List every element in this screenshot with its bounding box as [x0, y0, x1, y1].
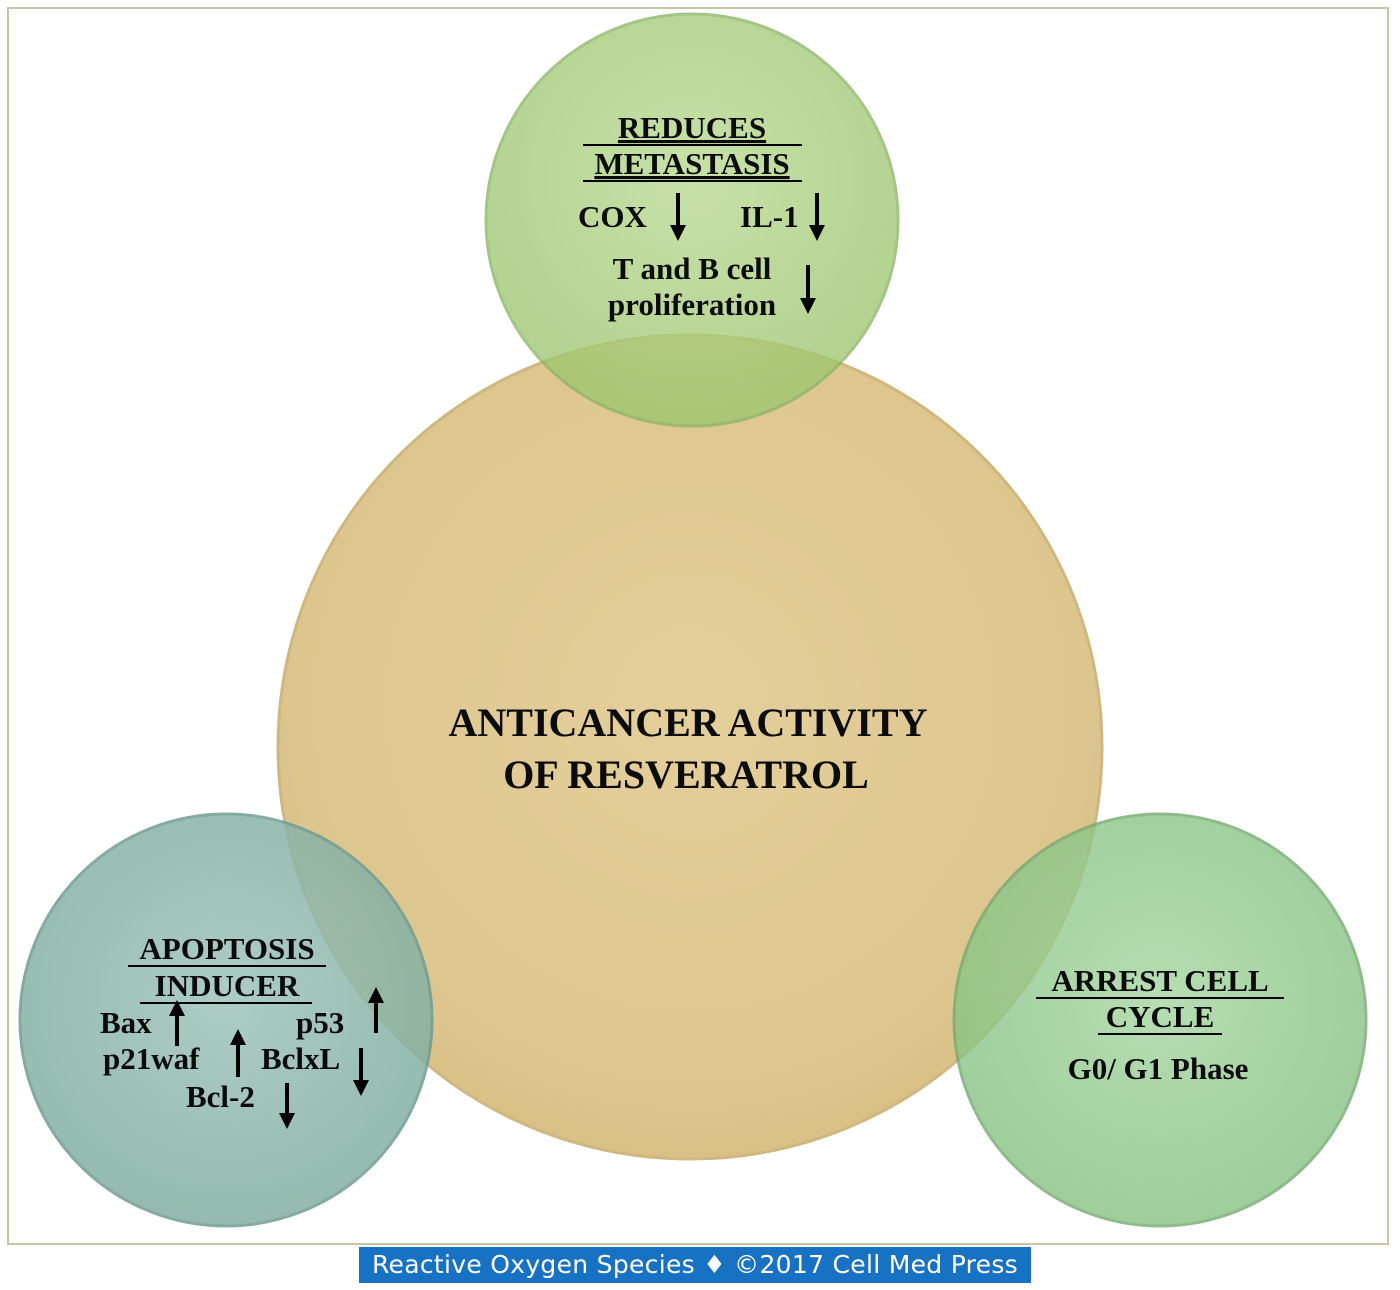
- label-bclxl: BclxL: [261, 1041, 340, 1076]
- top-circle: [484, 12, 900, 428]
- label-p53: p53: [296, 1005, 344, 1040]
- left-title-line1: APOPTOSIS: [139, 931, 314, 966]
- right-title-line1: ARREST CELL: [1051, 963, 1268, 998]
- center-title-line2: OF RESVERATROL: [503, 752, 869, 797]
- label-cox: COX: [578, 199, 648, 234]
- top-title-line2: METASTASIS: [594, 146, 789, 181]
- label-tb-line2: proliferation: [608, 287, 776, 322]
- label-il1: IL-1: [740, 199, 799, 234]
- right-circle: [952, 812, 1368, 1228]
- label-bcl2: Bcl-2: [186, 1079, 255, 1114]
- right-title-line2: CYCLE: [1106, 999, 1215, 1034]
- top-title-line1: REDUCES: [618, 110, 766, 145]
- left-circle: [18, 812, 434, 1228]
- footer-credit: Reactive Oxygen Species ♦ ©2017 Cell Med…: [359, 1247, 1031, 1283]
- label-p21waf: p21waf: [103, 1041, 200, 1076]
- center-title-line1: ANTICANCER ACTIVITY: [449, 700, 928, 745]
- label-g0g1-phase: G0/ G1 Phase: [1068, 1051, 1249, 1086]
- label-tb-line1: T and B cell: [613, 251, 772, 286]
- left-title-line2: INDUCER: [155, 968, 300, 1003]
- label-bax: Bax: [100, 1005, 152, 1040]
